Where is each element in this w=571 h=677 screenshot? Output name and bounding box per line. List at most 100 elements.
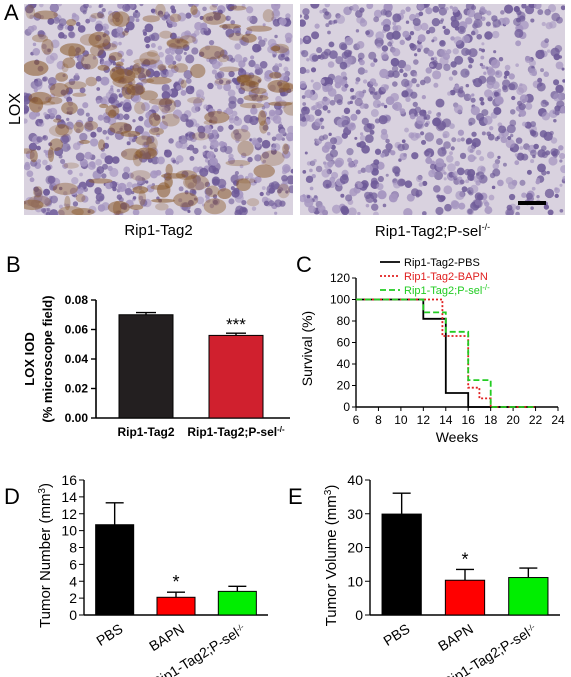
lox-stain [173, 192, 199, 208]
cell-nucleus [505, 139, 515, 149]
cell-nucleus [397, 59, 407, 69]
cell-nucleus [457, 89, 465, 98]
cell-nucleus [180, 89, 187, 96]
y-tick-label: 0.06 [65, 323, 89, 337]
cell-nucleus [375, 31, 385, 41]
cell-nucleus [519, 179, 526, 186]
cell-nucleus [168, 138, 174, 144]
cell-nucleus [278, 63, 283, 68]
cell-nucleus [308, 205, 316, 214]
cell-nucleus [433, 82, 439, 88]
cell-nucleus [153, 70, 161, 78]
cell-nucleus [357, 182, 363, 189]
cell-nucleus [228, 198, 235, 205]
cell-nucleus [560, 105, 565, 114]
lox-stain [250, 87, 267, 95]
cell-nucleus [274, 63, 279, 67]
cell-nucleus [82, 10, 87, 15]
cell-nucleus [262, 124, 269, 131]
cell-nucleus [309, 186, 314, 191]
lox-stain [228, 32, 245, 41]
cell-nucleus [502, 17, 510, 26]
lox-stain [166, 38, 190, 49]
cell-nucleus [212, 199, 218, 205]
cell-nucleus [492, 162, 500, 170]
cell-nucleus [63, 191, 68, 196]
lox-stain [126, 84, 146, 96]
cell-nucleus [238, 87, 246, 95]
cell-nucleus [88, 5, 92, 9]
cell-nucleus [449, 123, 455, 130]
cell-nucleus [519, 146, 524, 150]
cell-nucleus [439, 49, 447, 57]
cell-nucleus [341, 132, 348, 139]
lox-stain [109, 122, 132, 134]
cell-nucleus [24, 107, 29, 115]
cell-nucleus [319, 9, 324, 14]
cell-nucleus [392, 81, 398, 87]
cell-nucleus [239, 164, 244, 169]
cell-nucleus [190, 33, 197, 39]
panel-a-letter: A [4, 0, 19, 25]
cell-nucleus [311, 54, 319, 62]
cell-nucleus [429, 163, 436, 170]
lox-stain [98, 139, 106, 151]
cell-nucleus [504, 70, 510, 77]
cell-nucleus [514, 28, 524, 38]
cell-nucleus [151, 156, 160, 165]
lox-stain [217, 188, 232, 200]
lox-stain [278, 82, 293, 91]
cell-nucleus [261, 139, 271, 149]
lox-stain [205, 185, 220, 198]
cell-nucleus [510, 133, 514, 138]
cell-nucleus [413, 59, 419, 65]
cell-nucleus [139, 199, 148, 207]
bar [217, 590, 257, 616]
cell-nucleus [553, 79, 560, 86]
lox-stain [141, 78, 155, 84]
cell-nucleus [300, 113, 306, 121]
cell-nucleus [95, 158, 103, 166]
cell-nucleus [473, 156, 477, 160]
cell-nucleus [268, 200, 275, 207]
y-tick-label: 0 [355, 607, 363, 623]
cell-nucleus [329, 137, 338, 145]
cell-nucleus [300, 194, 307, 203]
cell-nucleus [535, 49, 545, 60]
cell-nucleus [327, 30, 331, 35]
cell-nucleus [283, 66, 289, 72]
cell-nucleus [460, 68, 470, 78]
y-tick-label: 80 [337, 314, 351, 328]
cell-nucleus [41, 43, 47, 50]
cell-nucleus [210, 139, 219, 149]
x-tick-label: 24 [551, 413, 565, 427]
cell-nucleus [261, 106, 266, 110]
cell-nucleus [132, 196, 137, 200]
cell-nucleus [205, 197, 211, 203]
cell-nucleus [425, 67, 432, 74]
cell-nucleus [470, 106, 480, 116]
cell-nucleus [48, 107, 58, 117]
lox-stain [135, 147, 158, 160]
x-tick-label: 16 [462, 413, 476, 427]
cell-nucleus [97, 204, 106, 212]
lox-stain [47, 96, 63, 105]
cell-nucleus [541, 112, 551, 121]
lox-stain [41, 38, 54, 55]
cell-nucleus [437, 147, 447, 157]
cell-nucleus [539, 130, 548, 138]
cell-nucleus [123, 101, 132, 110]
cell-nucleus [351, 4, 359, 12]
lox-stain [146, 135, 158, 151]
lox-stain [52, 182, 78, 195]
cell-nucleus [246, 28, 253, 35]
cell-nucleus [344, 36, 354, 46]
cell-nucleus [548, 156, 558, 166]
cell-nucleus [310, 67, 317, 73]
cell-nucleus [554, 105, 561, 112]
cell-nucleus [506, 124, 516, 134]
lox-stain [81, 53, 99, 70]
cell-nucleus [76, 108, 85, 116]
lox-stain [148, 112, 161, 127]
cell-nucleus [230, 20, 236, 25]
